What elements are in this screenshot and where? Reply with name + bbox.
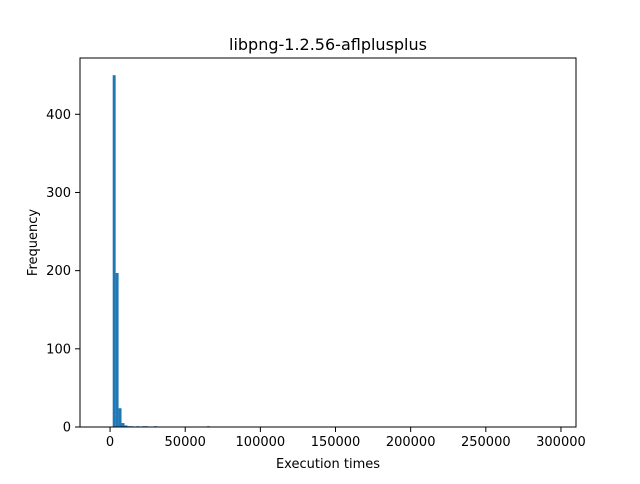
y-tick-label: 100 [46, 342, 71, 357]
x-tick-label: 100000 [236, 435, 286, 450]
y-tick-label: 200 [46, 264, 71, 279]
x-tick-label: 250000 [461, 435, 511, 450]
y-tick-label: 300 [46, 186, 71, 201]
plot-area-frame [79, 57, 577, 428]
x-tick-label: 200000 [386, 435, 436, 450]
histogram-bar [112, 75, 116, 427]
histogram-bar [124, 425, 128, 427]
y-tick-label: 0 [63, 421, 71, 436]
x-tick-label: 0 [106, 435, 114, 450]
y-tick-label: 400 [46, 108, 71, 123]
y-axis-ticks: 0 100 200 300 400 [46, 108, 80, 436]
y-axis-label: Frequency [26, 209, 41, 276]
x-tick-label: 150000 [311, 435, 361, 450]
x-tick-label: 300000 [536, 435, 586, 450]
x-tick-label: 50000 [165, 435, 206, 450]
histogram-bar [118, 408, 122, 427]
x-axis-ticks: 0 50000 100000 150000 200000 250000 300000 [106, 427, 586, 450]
histogram-bar [115, 272, 119, 427]
x-axis-label: Execution times [276, 457, 380, 472]
chart-title: libpng-1.2.56-aflplusplus [229, 35, 427, 54]
histogram-bar [121, 423, 125, 427]
